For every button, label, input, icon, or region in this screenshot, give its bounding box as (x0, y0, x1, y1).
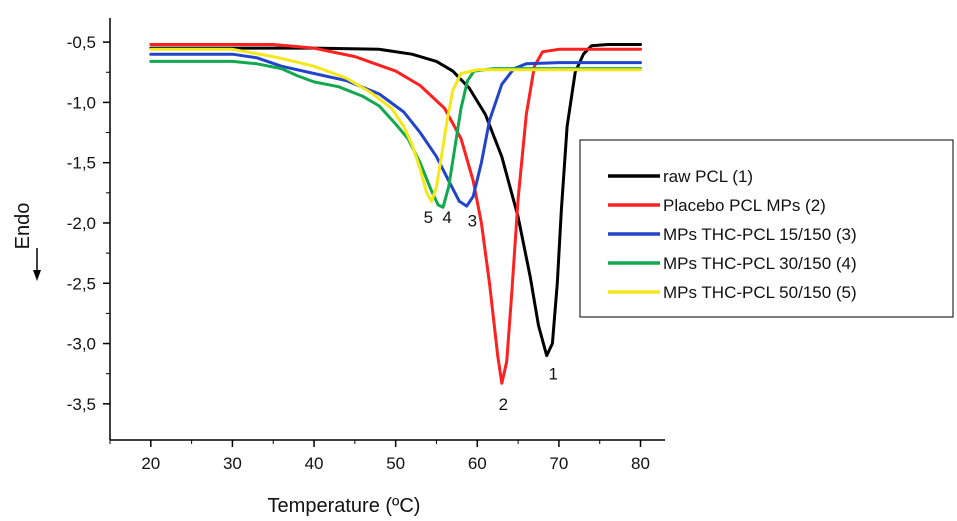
y-tick-label: -3,0 (67, 335, 96, 354)
x-tick-label: 70 (549, 454, 568, 473)
legend-label: raw PCL (1) (663, 167, 753, 186)
y-axis-title-text: Endo (12, 203, 34, 250)
y-tick-label: -2,0 (67, 214, 96, 233)
x-tick-label: 60 (468, 454, 487, 473)
legend-label: MPs THC-PCL 15/150 (3) (663, 225, 857, 244)
y-tick-label: -0,5 (67, 33, 96, 52)
legend-label: MPs THC-PCL 30/150 (4) (663, 254, 857, 273)
x-axis-title: Temperature (ºC) (268, 495, 421, 517)
peak-label-2: 2 (499, 395, 508, 414)
y-tick-label: -1,5 (67, 154, 96, 173)
legend-label: MPs THC-PCL 50/150 (5) (663, 283, 857, 302)
x-tick-label: 30 (223, 454, 242, 473)
x-tick-label: 40 (305, 454, 324, 473)
legend-label: Placebo PCL MPs (2) (663, 196, 826, 215)
y-axis-ticks: -0,5 -1,0 -1,5 -2,0 -2,5 -3,0 -3,5 (67, 33, 110, 414)
peak-labels: 1 2 345 (424, 208, 558, 414)
legend-frame (579, 139, 954, 318)
series-line-2 (149, 43, 642, 385)
y-axis-title: Endo (12, 203, 34, 250)
series-line-1 (149, 43, 642, 358)
series-line-4 (149, 59, 642, 209)
x-tick-label: 80 (631, 454, 650, 473)
legend: raw PCL (1) Placebo PCL MPs (2) MPs THC-PC… (579, 139, 954, 318)
peak-label-4: 4 (442, 208, 451, 227)
endo-arrow-icon (33, 248, 41, 281)
peak-label-1: 1 (548, 365, 557, 384)
x-tick-label: 20 (141, 454, 160, 473)
y-tick-label: -3,5 (67, 395, 96, 414)
peak-label-3: 3 (468, 212, 477, 231)
series-lines (149, 43, 642, 385)
plot-area: -0,5 -1,0 -1,5 -2,0 -2,5 -3,0 -3,5 20 30 40 50 60 7… (67, 18, 665, 473)
y-tick-label: -1,0 (67, 93, 96, 112)
x-axis-ticks: 20 30 40 50 60 70 80 (109, 440, 650, 473)
y-tick-label: -2,5 (67, 274, 96, 293)
peak-label-5: 5 (424, 208, 433, 227)
series-line-5 (149, 47, 642, 203)
x-tick-label: 50 (386, 454, 405, 473)
